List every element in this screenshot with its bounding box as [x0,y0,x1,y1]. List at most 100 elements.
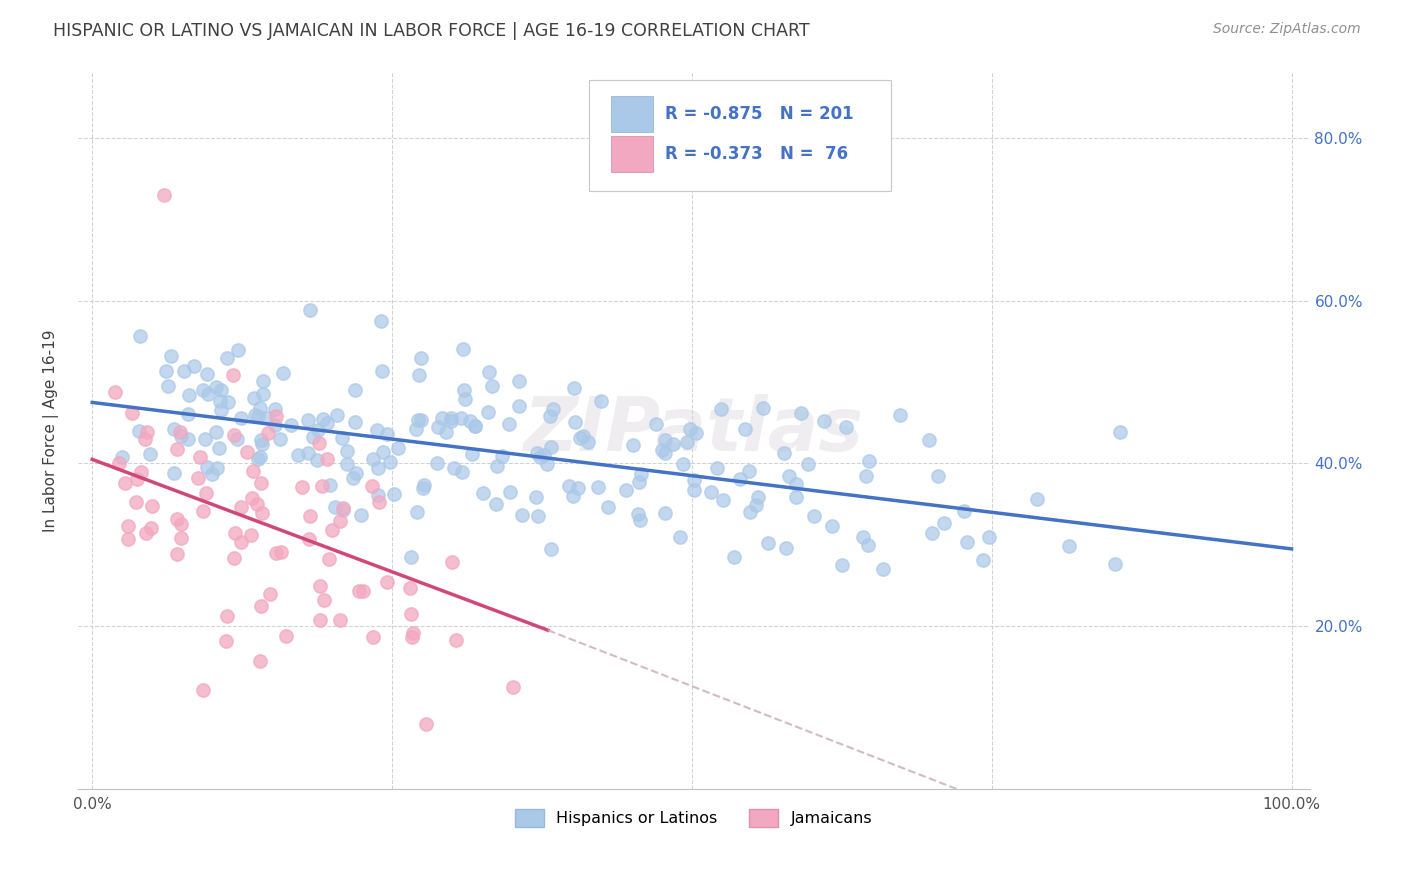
Point [512,508,534,522]
Point [621,438,644,452]
Point [249,654,271,668]
Point [222,428,245,442]
Point [918,433,941,447]
Point [1108,425,1130,440]
Point [728,472,751,486]
Point [250,599,273,613]
Point [215,634,238,648]
Point [209,384,232,398]
Point [405,422,427,436]
Point [440,414,463,428]
Point [273,366,295,380]
Point [785,476,807,491]
Point [803,508,825,523]
Point [464,419,486,434]
Point [831,558,853,573]
Point [229,411,252,425]
Point [413,478,436,492]
Point [256,410,278,425]
Point [344,415,367,429]
Point [737,464,759,478]
Point [155,364,177,378]
Point [188,450,211,465]
Point [329,514,352,528]
Point [264,402,287,417]
Point [326,408,349,422]
Point [502,680,524,694]
Text: Source: ZipAtlas.com: Source: ZipAtlas.com [1213,22,1361,37]
Point [321,523,343,537]
Point [747,490,769,504]
Point [589,393,612,408]
Point [789,406,811,420]
Text: HISPANIC OR LATINO VS JAMAICAN IN LABOR FORCE | AGE 16-19 CORRELATION CHART: HISPANIC OR LATINO VS JAMAICAN IN LABOR … [53,22,810,40]
Point [291,480,314,494]
Point [297,532,319,546]
Point [264,409,287,423]
Point [1104,558,1126,572]
Point [526,490,548,504]
Point [166,547,188,561]
Point [508,400,530,414]
Text: ZIPatlas: ZIPatlas [523,394,863,467]
Point [205,425,228,439]
Point [217,608,239,623]
Point [141,499,163,513]
Point [932,516,955,530]
Point [342,471,364,485]
Point [415,716,437,731]
Point [375,574,398,589]
Point [316,416,339,430]
Point [208,394,231,409]
Point [270,545,292,559]
Point [662,437,685,451]
Point [568,431,591,445]
Point [135,526,157,541]
Point [370,364,392,378]
Point [773,446,796,460]
Point [366,423,388,437]
Point [564,416,586,430]
Point [125,472,148,486]
Point [498,417,520,432]
Point [249,401,271,415]
Point [678,422,700,436]
Point [274,629,297,643]
Point [576,435,599,450]
Point [121,406,143,420]
Point [443,461,465,475]
Point [529,450,551,464]
Point [347,584,370,599]
Point [461,447,484,461]
Point [562,381,585,395]
Point [426,419,449,434]
Point [526,445,548,459]
Point [682,473,704,487]
Point [499,484,522,499]
Point [352,583,374,598]
Point [543,401,565,416]
Point [972,553,994,567]
Point [706,460,728,475]
Point [245,409,267,423]
Point [163,466,186,480]
Point [835,420,858,434]
Text: R = -0.373   N =  76: R = -0.373 N = 76 [665,145,848,163]
Point [243,391,266,405]
Point [408,368,430,383]
Point [399,550,422,565]
Point [855,468,877,483]
Point [141,521,163,535]
Point [361,630,384,644]
Point [406,413,429,427]
Point [586,480,609,494]
Point [409,351,432,366]
Point [628,513,651,527]
Point [229,500,252,514]
Point [250,433,273,447]
Point [217,394,239,409]
Point [166,442,188,456]
Point [207,441,229,455]
Point [194,432,217,446]
Point [329,613,352,627]
